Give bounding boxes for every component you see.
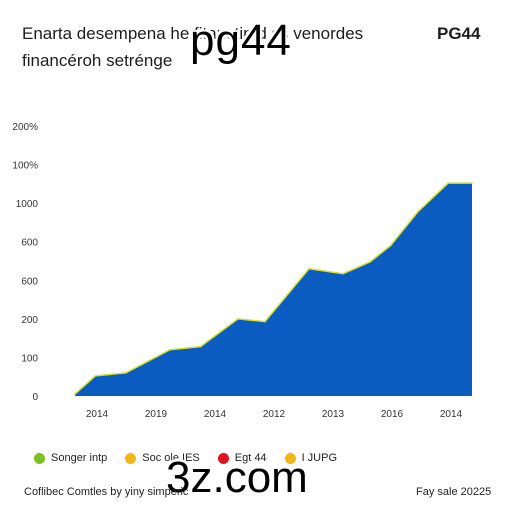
legend-label: Soc ole IES: [142, 452, 200, 464]
data-point: [169, 348, 171, 351]
y-tick-label: 200: [21, 315, 38, 326]
y-tick-label: 600: [21, 238, 38, 249]
data-point: [369, 261, 372, 263]
y-tick-label: 100: [21, 353, 38, 364]
chart-legend: Songer intp Soc ole IES Egt 44 I JUPG: [34, 452, 355, 464]
y-tick-label: 1000: [16, 199, 39, 210]
data-point: [264, 320, 266, 323]
y-tick-label: 200%: [12, 122, 38, 133]
chart-title-line-2: financéroh setrénge: [22, 51, 173, 70]
y-tick-label: 0: [32, 392, 38, 403]
x-tick-label: 2013: [322, 409, 345, 420]
legend-label: Songer intp: [51, 452, 108, 464]
data-point: [74, 393, 76, 395]
x-tick-label: 2014: [86, 409, 109, 420]
area-series-edge-line: [74, 182, 472, 395]
data-point: [447, 182, 450, 184]
x-tick-label: 2016: [381, 409, 404, 420]
data-point: [308, 267, 310, 270]
legend-item-3: Egt 44: [217, 452, 267, 464]
x-tick-label: 2012: [263, 409, 286, 420]
watermark-top: pg44: [190, 16, 292, 65]
x-tick-label: 2019: [145, 409, 168, 420]
footer-date: Fay sale 20225: [416, 486, 492, 498]
legend-label: Egt 44: [234, 452, 267, 464]
legend-swatch: [125, 452, 137, 464]
data-point: [471, 182, 473, 184]
data-point: [416, 211, 419, 213]
area-series-fill: [75, 183, 472, 396]
legend-swatch: [34, 452, 45, 464]
y-tick-label: 600: [21, 276, 38, 287]
chart-title-line-1: Enarta desempena he fitanctin d ss venor…: [22, 24, 364, 43]
y-tick-label: 100%: [12, 161, 38, 172]
legend-item-4: I JUPG: [284, 452, 338, 464]
x-tick-label: 2014: [440, 409, 463, 420]
y-axis-tick-labels: 0 100 200 600 600 1000 100% 200%: [12, 122, 38, 403]
data-point: [199, 345, 202, 348]
data-point: [389, 244, 392, 247]
legend-item-2: Soc ole IES: [125, 452, 200, 464]
data-point: [237, 318, 239, 320]
legend-item-1: Songer intp: [34, 452, 107, 464]
legend-swatch: [217, 452, 229, 464]
footer-source: Coflibec Comtles by yiny simperic: [24, 486, 189, 498]
plot-area: [74, 182, 473, 396]
legend-label: I JUPG: [301, 452, 338, 464]
x-axis-tick-labels: 2014 2019 2014 2012 2013 2016 2014: [86, 409, 463, 420]
data-point: [125, 372, 127, 374]
data-point: [342, 272, 344, 275]
x-tick-label: 2014: [204, 409, 227, 420]
watermark-bottom: 3z.com: [166, 453, 308, 502]
brand-label: PG44: [437, 24, 481, 43]
data-point: [94, 375, 97, 377]
legend-swatch: [284, 452, 296, 464]
